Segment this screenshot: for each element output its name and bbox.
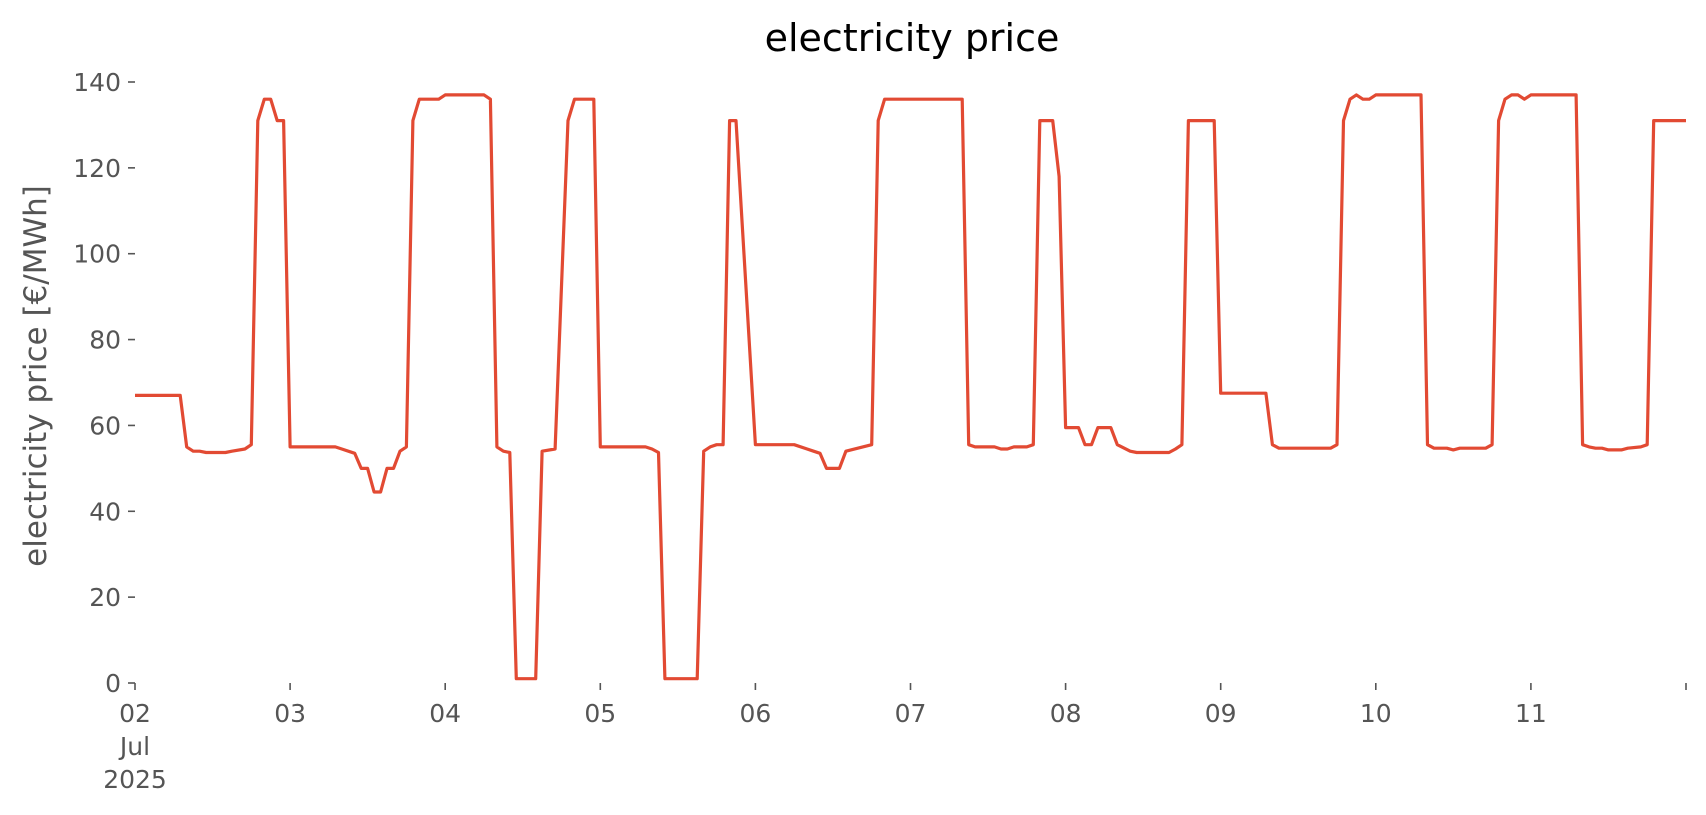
y-tick-label: 20 [89,583,121,612]
y-tick-label: 140 [73,68,121,97]
x-tick-label: 06 [739,699,771,728]
x-tick-sublabel: 2025 [103,765,167,794]
x-tick-sublabel: Jul [118,732,150,761]
x-tick-label: 08 [1050,699,1082,728]
x-tick-label: 10 [1360,699,1392,728]
y-axis: 0 20 40 60 80 100 120 140 [73,68,135,698]
price-line [135,93,1686,681]
x-tick-label: 05 [584,699,616,728]
x-tick-label: 03 [274,699,306,728]
x-axis: 02 Jul 2025 03 04 05 06 07 08 09 10 11 [103,683,1687,794]
x-tick-label: 07 [895,699,927,728]
x-tick-label: 04 [429,699,461,728]
chart-title: electricity price [765,16,1060,60]
y-tick-label: 60 [89,411,121,440]
y-tick-label: 120 [73,154,121,183]
y-axis-label: electricity price [€/MWh] [18,185,54,567]
y-tick-label: 40 [89,497,121,526]
y-tick-label: 0 [105,669,121,698]
x-tick-label: 09 [1205,699,1237,728]
x-tick-label: 11 [1515,699,1547,728]
y-tick-label: 100 [73,240,121,269]
y-tick-label: 80 [89,326,121,355]
x-tick-label: 02 [119,699,151,728]
plot-area [135,93,1686,681]
